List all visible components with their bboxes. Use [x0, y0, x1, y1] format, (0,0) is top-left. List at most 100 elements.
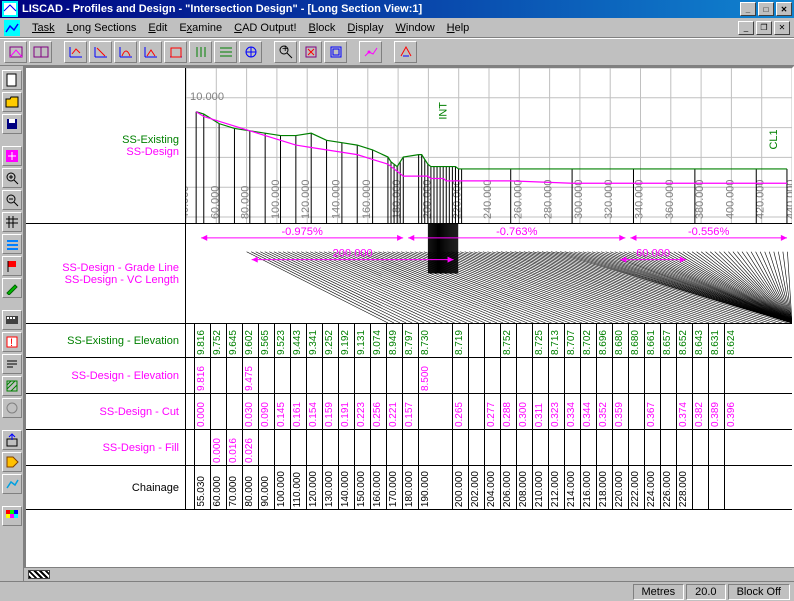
cell: 0.221: [388, 402, 399, 427]
cell: 216.000: [582, 471, 593, 507]
window-buttons: _ □ ✕: [740, 2, 792, 16]
grade-labels: SS-Design - Grade Line SS-Design - VC Le…: [26, 224, 186, 323]
tb-11[interactable]: +: [274, 41, 297, 63]
cell: 0.026: [244, 438, 255, 463]
vtb-new[interactable]: [2, 70, 22, 90]
tb-8[interactable]: [189, 41, 212, 63]
vtb-text[interactable]: [2, 354, 22, 374]
vtb-table[interactable]: [2, 310, 22, 330]
menu-long-sections[interactable]: Long Sections: [61, 20, 143, 36]
grade-section: SS-Design - Grade Line SS-Design - VC Le…: [26, 224, 792, 324]
cell: 0.157: [404, 402, 415, 427]
tb-6[interactable]: [139, 41, 162, 63]
cell: 110.000: [292, 472, 303, 507]
status-units: Metres: [633, 584, 685, 600]
svg-text:360.000: 360.000: [664, 180, 676, 220]
vtb-fit[interactable]: [2, 146, 22, 166]
cell: 9.475: [244, 366, 255, 391]
mdi-restore[interactable]: ❐: [756, 21, 772, 35]
vtb-open[interactable]: [2, 92, 22, 112]
svg-text:10.000: 10.000: [190, 91, 224, 103]
cell: 8.752: [502, 330, 513, 355]
vtb-alert[interactable]: !: [2, 332, 22, 352]
cell: 8.725: [534, 330, 545, 355]
toolbar: +: [0, 38, 794, 66]
tb-13[interactable]: [324, 41, 347, 63]
close-button[interactable]: ✕: [776, 2, 792, 16]
svg-text:INT: INT: [438, 102, 450, 120]
cell: 8.696: [598, 330, 609, 355]
tb-7[interactable]: [164, 41, 187, 63]
row-design_cut: SS-Design - Cut0.0000.0300.0900.1450.161…: [26, 394, 792, 430]
minimize-button[interactable]: _: [740, 2, 756, 16]
vtb-export[interactable]: [2, 430, 22, 450]
menu-cad-output[interactable]: CAD Output!: [228, 20, 302, 36]
cell: 8.661: [646, 330, 657, 355]
tb-15[interactable]: [394, 41, 417, 63]
menu-task[interactable]: Task: [26, 20, 61, 36]
profile-chart[interactable]: 10.00040.00060.00080.000100.000120.00014…: [186, 68, 792, 223]
tb-1[interactable]: [4, 41, 27, 63]
cell: 0.223: [356, 402, 367, 427]
vtb-profile[interactable]: [2, 474, 22, 494]
menu-block[interactable]: Block: [303, 20, 342, 36]
vtb-grid[interactable]: [2, 212, 22, 232]
cell: 100.000: [276, 471, 287, 507]
tb-12[interactable]: [299, 41, 322, 63]
vtb-save[interactable]: [2, 114, 22, 134]
row-label-existing_elev: SS-Existing - Elevation: [26, 324, 186, 357]
cell: 8.719: [454, 330, 465, 355]
cell: 0.265: [454, 402, 465, 427]
vtb-circle[interactable]: [2, 398, 22, 418]
cell: 0.277: [486, 402, 497, 427]
vtb-zoom-out[interactable]: [2, 190, 22, 210]
vtb-zoom-in[interactable]: [2, 168, 22, 188]
cell: 8.949: [388, 330, 399, 355]
menu-edit[interactable]: Edit: [142, 20, 173, 36]
menu-examine[interactable]: Examine: [173, 20, 228, 36]
cell: 0.090: [260, 402, 271, 427]
svg-text:CL1: CL1: [768, 129, 780, 149]
tb-5[interactable]: [114, 41, 137, 63]
maximize-button[interactable]: □: [758, 2, 774, 16]
cell: 8.680: [614, 330, 625, 355]
tb-14[interactable]: [359, 41, 382, 63]
tb-4[interactable]: [89, 41, 112, 63]
vtb-tag[interactable]: [2, 452, 22, 472]
tb-2[interactable]: [29, 41, 52, 63]
mdi-minimize[interactable]: _: [738, 21, 754, 35]
cell: 0.359: [614, 402, 625, 427]
svg-text:200.000: 200.000: [333, 248, 373, 260]
vtb-pencil[interactable]: [2, 278, 22, 298]
cell: 9.523: [276, 330, 287, 355]
menu-help[interactable]: Help: [441, 20, 476, 36]
cell: 0.030: [244, 402, 255, 427]
menu-window[interactable]: Window: [390, 20, 441, 36]
tb-9[interactable]: [214, 41, 237, 63]
status-block: Block Off: [728, 584, 790, 600]
cell: 0.000: [212, 438, 223, 463]
cell: 0.288: [502, 402, 513, 427]
profile-section: SS-Existing SS-Design 10.00040.00060.000…: [26, 68, 792, 224]
mdi-icon[interactable]: [4, 20, 20, 36]
hatch-icon[interactable]: [28, 570, 50, 579]
vtb-hatch[interactable]: [2, 376, 22, 396]
grade-chart[interactable]: -0.975%-0.763%-0.556%200.00060.000: [186, 224, 792, 323]
cell: 8.702: [582, 330, 593, 355]
cell: 0.382: [694, 402, 705, 427]
menu-display[interactable]: Display: [341, 20, 389, 36]
row-data-existing_elev: 9.8169.7529.6459.6029.5659.5239.4439.341…: [186, 324, 792, 357]
cell: 222.000: [630, 471, 641, 507]
tb-10[interactable]: [239, 41, 262, 63]
vtb-palette[interactable]: [2, 506, 22, 526]
svg-text:+: +: [282, 44, 288, 55]
row-data-design_elev: 9.8169.4758.500: [186, 358, 792, 393]
cell: 180.000: [404, 471, 415, 507]
tb-3[interactable]: [64, 41, 87, 63]
legend-ss-existing: SS-Existing: [122, 134, 179, 146]
vtb-layers[interactable]: [2, 234, 22, 254]
vtb-flag[interactable]: [2, 256, 22, 276]
row-design_elev: SS-Design - Elevation9.8169.4758.500: [26, 358, 792, 394]
mdi-close[interactable]: ✕: [774, 21, 790, 35]
cell: 0.323: [550, 402, 561, 427]
